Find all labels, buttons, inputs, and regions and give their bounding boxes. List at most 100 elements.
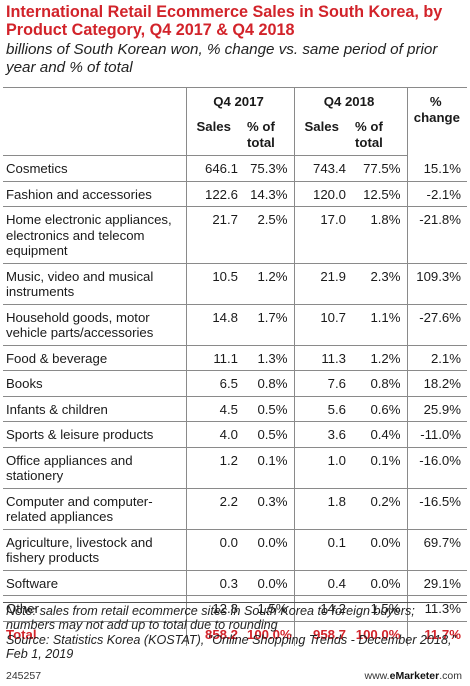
s17-cell: 11.1 [185,345,244,371]
chg-cell: 109.3% [406,263,467,305]
header-sales-2018: Sales [293,116,352,156]
p18-cell: 0.4% [352,421,407,448]
s18-cell: 958.7 [293,621,352,646]
table-row: Music, video and musical instruments 10.5… [3,263,467,305]
s17-cell: 858.2 [185,621,244,646]
s18-cell: 0.1 [293,529,352,571]
s17-cell: 0.3 [185,570,244,596]
table-row: Infants & children 4.5 0.5% 5.6 0.6% 25.9% [3,396,467,422]
s17-cell: 2.2 [185,488,244,530]
chg-cell: 15.1% [406,155,467,182]
chg-cell: -27.6% [406,304,467,346]
p17-cell: 1.2% [244,263,294,305]
p18-cell: 0.2% [352,488,407,530]
p18-cell: 1.8% [352,206,407,264]
s18-cell: 5.6 [293,396,352,422]
chg-cell: 11.3% [406,595,467,622]
notes: Note: sales from retail ecommerce sites … [6,604,466,662]
p18-cell: 100.0% [355,626,401,642]
s18-cell: 14.2 [293,595,352,622]
chg-cell: -16.0% [406,447,467,489]
category-cell: Agriculture, livestock and fishery produ… [3,529,186,571]
s18-cell: 743.4 [293,155,352,182]
table-row: Software 0.3 0.0% 0.4 0.0% 29.1% [3,570,467,596]
table-row: Cosmetics 646.1 75.3% 743.4 77.5% 15.1% [3,155,467,182]
s18-cell: 1.0 [293,447,352,489]
note-text: Note: sales from retail ecommerce sites … [6,604,415,633]
p18-cell: 0.8% [352,370,407,397]
p17-cell: 14.3% [244,181,294,207]
table-row: Fashion and accessories 122.6 14.3% 120.0 12… [3,181,467,207]
category-cell: Household goods, motor vehicle parts/acc… [3,304,186,346]
category-cell: Software [3,570,186,596]
category-cell: Music, video and musical instruments [3,263,186,305]
table-body: Cosmetics 646.1 75.3% 743.4 77.5% 15.1% Fashio… [3,155,467,646]
p18-cell: 0.0% [352,529,407,571]
table-row: Household goods, motor vehicle parts/acc… [3,304,467,346]
brand-prefix: www. [364,670,390,682]
category-cell: Total [6,626,37,642]
s18-cell: 11.3 [293,345,352,371]
table-row: Agriculture, livestock and fishery produ… [3,529,467,571]
p17-cell: 2.5% [244,206,294,264]
category-cell: Other [3,595,186,622]
s17-cell: 14.8 [185,304,244,346]
chg-cell: -21.8% [406,206,467,264]
chg-cell: 2.1% [406,345,467,371]
s18-cell: 10.7 [293,304,352,346]
category-cell: Sports & leisure products [3,421,186,448]
p17-cell: 0.0% [244,529,294,571]
header-pct-total-2018: % of total [352,116,407,156]
s18-cell: 21.9 [293,263,352,305]
p17-cell: 0.8% [244,370,294,397]
table-row: Computer and computer-related appliances… [3,488,467,530]
p18-cell: 2.3% [352,263,407,305]
header-q4-2017: Q4 2017 [185,88,294,116]
p17-cell: 1.5% [244,595,294,622]
p17-cell: 1.7% [244,304,294,346]
s17-cell: 4.0 [185,421,244,448]
s18-cell: 17.0 [293,206,352,264]
brand-link[interactable]: www.eMarketer.com [365,670,462,682]
s18-cell: 0.4 [293,570,352,596]
total-row: Total 858.2 100.0% 958.7 100.0% 11.7% [3,621,467,646]
chg-cell: -2.1% [406,181,467,207]
report-subtitle: billions of South Korean won, % change v… [6,41,438,76]
s17-cell: 21.7 [185,206,244,264]
s17-cell: 6.5 [185,370,244,397]
p18-cell: 77.5% [352,155,407,182]
category-cell: Food & beverage [3,345,186,371]
chg-cell: -16.5% [406,488,467,530]
s18-cell: 120.0 [293,181,352,207]
p18-cell: 12.5% [352,181,407,207]
s17-cell: 10.5 [185,263,244,305]
table-row: Office appliances and stationery 1.2 0.1% 1… [3,447,467,489]
chg-cell: 11.7% [406,621,467,646]
header-pct-total-2017: % of total [244,116,294,156]
chg-cell: -11.0% [406,421,467,448]
chart-id: 245257 [6,670,42,682]
p18-cell: 1.5% [352,595,407,622]
corner-cell [3,88,186,116]
table-row: Home electronic appliances, electronics … [3,206,467,264]
p18-cell: 1.1% [352,304,407,346]
s18-cell: 3.6 [293,421,352,448]
s17-cell: 646.1 [185,155,244,182]
p18-cell: 0.1% [352,447,407,489]
category-cell: Office appliances and stationery [3,447,186,489]
table-row: Sports & leisure products 4.0 0.5% 3.6 0.4% -… [3,421,467,448]
s17-cell: 1.2 [185,447,244,489]
category-cell: Home electronic appliances, electronics … [3,206,186,264]
p17-cell: 0.3% [244,488,294,530]
chg-cell: 25.9% [406,396,467,422]
p17-cell: 100.0% [247,626,292,642]
p18-cell: 0.6% [352,396,407,422]
p18-cell: 1.2% [352,345,407,371]
s17-cell: 122.6 [185,181,244,207]
table-row: Food & beverage 11.1 1.3% 11.3 1.2% 2.1% [3,345,467,371]
brand-suffix: .com [439,670,462,682]
category-cell: Books [3,370,186,397]
p17-cell: 1.3% [244,345,294,371]
s18-cell: 1.8 [293,488,352,530]
p17-cell: 0.5% [244,421,294,448]
